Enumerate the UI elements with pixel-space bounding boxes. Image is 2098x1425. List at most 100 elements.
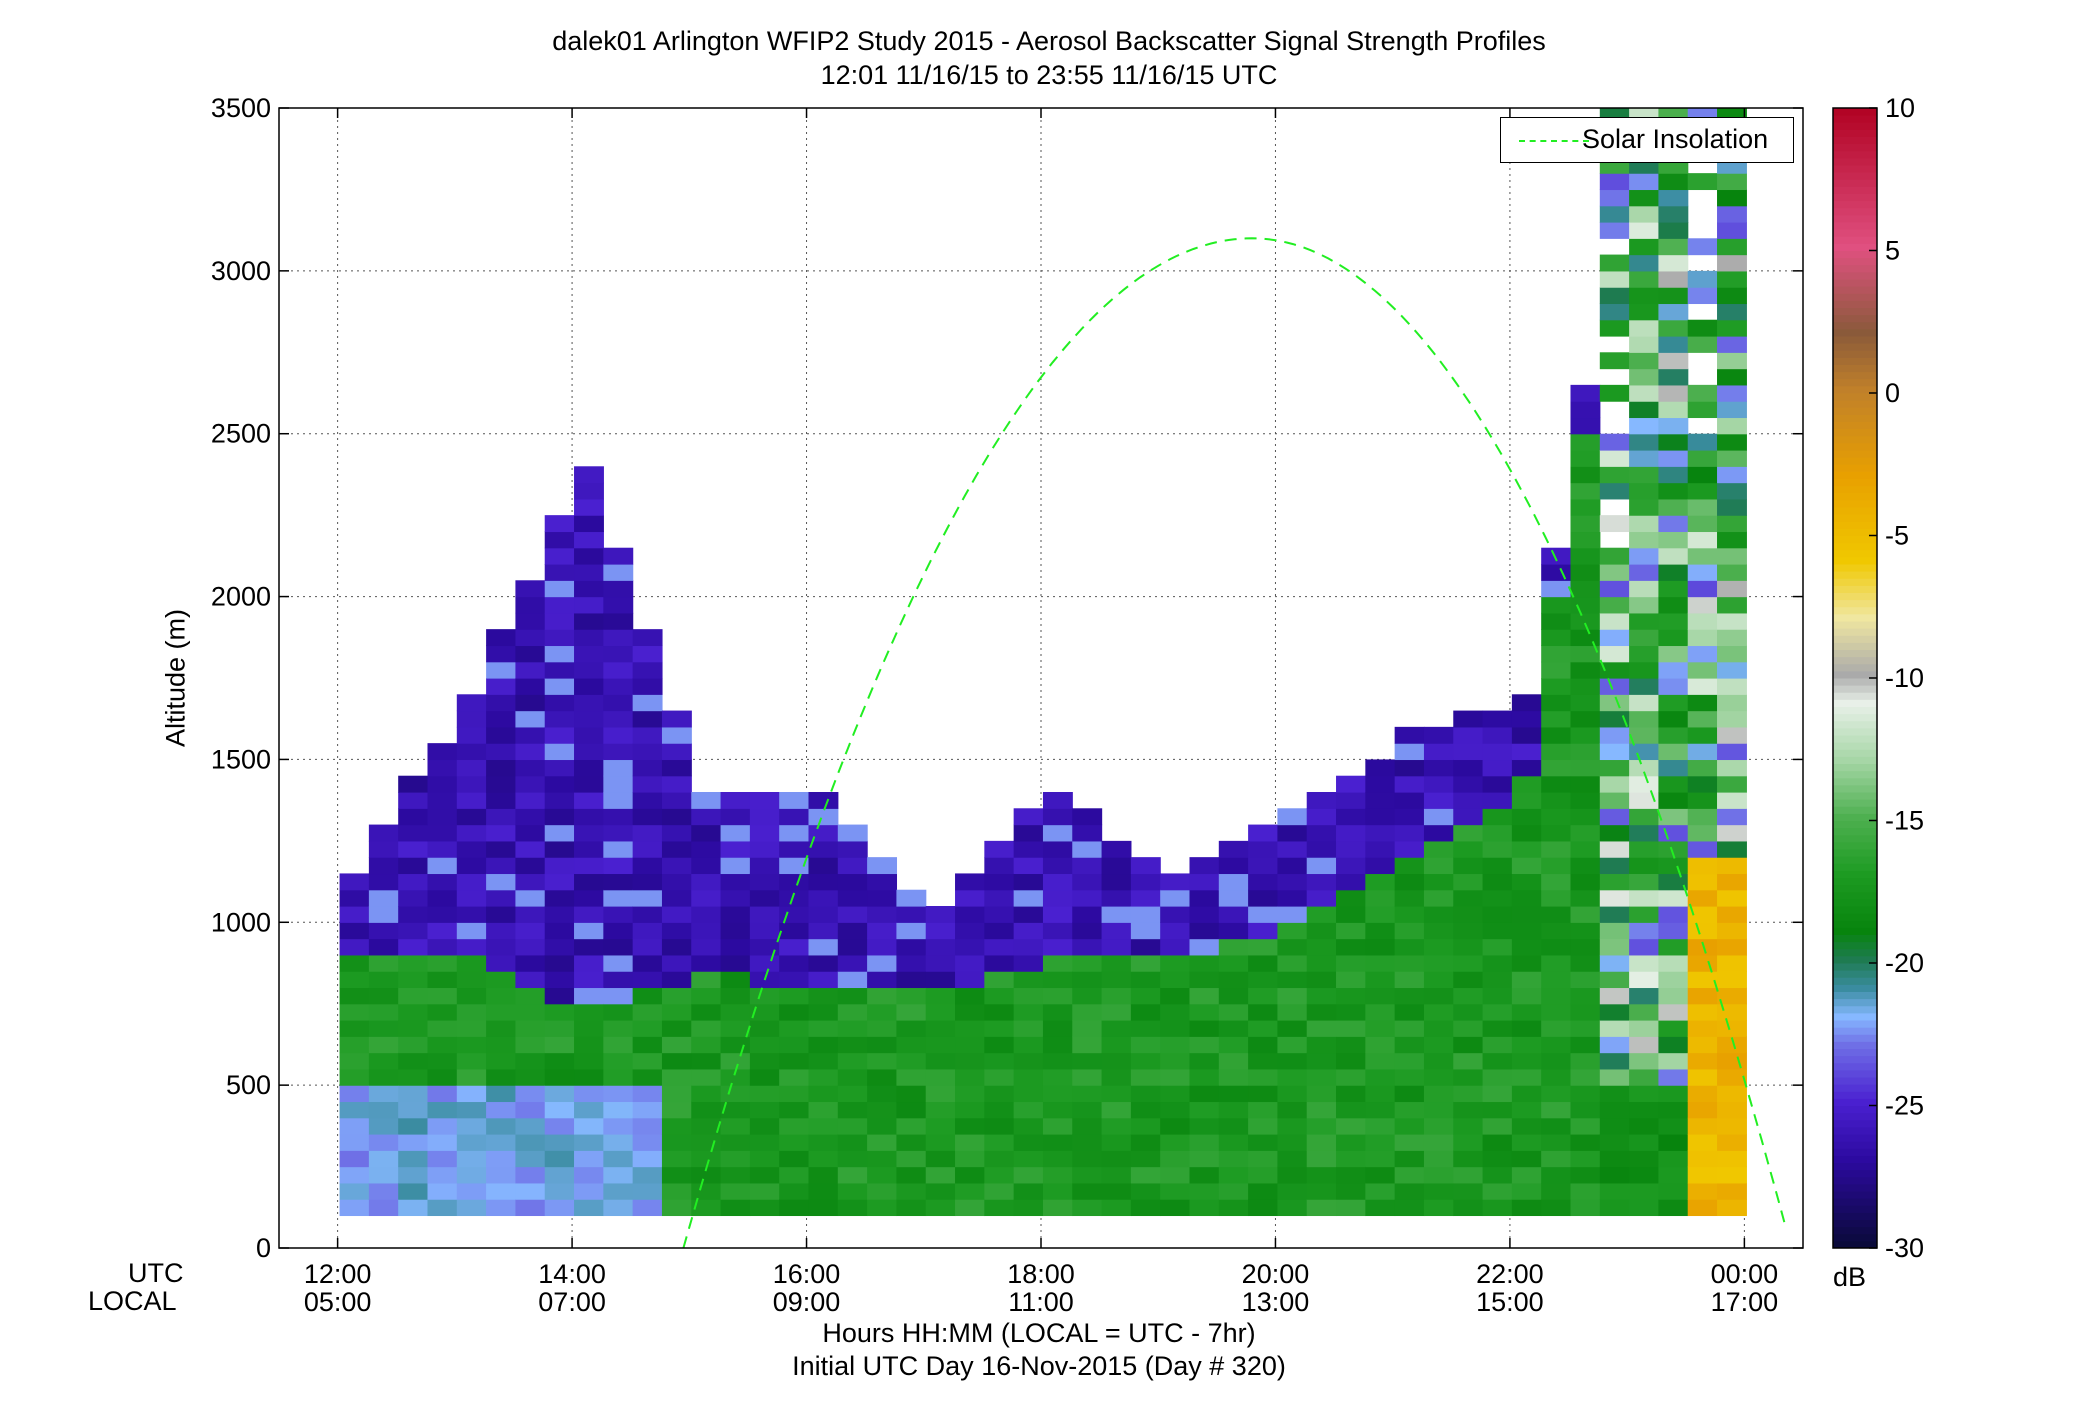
heatmap-cell [1717,743,1747,761]
heatmap-cell [1394,1150,1425,1168]
colorbar-swatch [1833,585,1877,593]
heatmap-cell [1629,971,1660,989]
heatmap-cell [1629,694,1660,712]
heatmap-cell [603,775,634,793]
heatmap-cell [1013,1117,1044,1135]
heatmap-cell [339,1052,370,1070]
heatmap-cell [1629,710,1660,728]
heatmap-cell [1687,596,1718,614]
heatmap-cell [1482,906,1513,923]
heatmap-cell [1511,1003,1542,1021]
heatmap-cell [1453,889,1484,907]
colorbar-swatch [1833,115,1877,123]
heatmap-cell [720,1199,751,1217]
heatmap-cell [1629,303,1660,321]
colorbar-swatch [1833,1034,1877,1042]
heatmap-cell [1423,1166,1454,1184]
heatmap-cell [925,1199,956,1217]
heatmap-cell [1160,1182,1191,1200]
heatmap-cell [661,971,692,989]
heatmap-cell [456,954,487,972]
heatmap-cell [1629,1150,1660,1168]
colorbar-swatch [1833,1098,1877,1106]
heatmap-cell [1277,824,1308,842]
heatmap-cell [1687,547,1718,565]
heatmap-cell [808,1085,839,1103]
heatmap-cell [1717,775,1747,793]
heatmap-cell [632,987,663,1005]
heatmap-cell [1248,938,1279,956]
heatmap-cell [486,694,517,712]
heatmap-cell [1717,303,1747,321]
colorbar-swatch [1833,713,1877,722]
heatmap-cell [486,1068,517,1086]
colorbar-swatch [1833,393,1877,401]
heatmap-cell [837,889,868,907]
heatmap-cell [1629,922,1660,940]
heatmap-cell [1658,661,1689,679]
heatmap-cell [1717,629,1747,647]
heatmap-cell [486,1166,517,1184]
heatmap-cell [603,547,634,565]
heatmap-cell [1658,1052,1689,1070]
heatmap-cell [574,792,604,809]
heatmap-cell [1658,971,1689,989]
heatmap-cell [1394,840,1425,858]
heatmap-cell [1629,515,1660,533]
heatmap-cell [1599,1134,1630,1151]
heatmap-cell [1658,173,1689,191]
heatmap-cell [1072,840,1103,858]
heatmap-cell [1687,938,1718,956]
heatmap-cell [1218,1003,1249,1021]
heatmap-cell [984,938,1015,956]
colorbar-swatch [1833,257,1877,266]
heatmap-cell [515,759,546,777]
colorbar-swatch [1833,963,1877,971]
heatmap-cell [1042,1117,1073,1135]
heatmap-cell [661,857,692,875]
heatmap-cell [1365,938,1396,956]
heatmap-cell [427,922,458,940]
heatmap-cell [398,775,429,793]
heatmap-cell [368,1101,399,1119]
heatmap-cell [984,1199,1015,1217]
heatmap-cell [1717,873,1747,891]
heatmap-cell [1189,1020,1220,1037]
heatmap-cell [1218,1199,1249,1217]
heatmap-cell [456,1166,487,1184]
heatmap-cell [1453,987,1484,1005]
heatmap-cell [749,1101,780,1119]
heatmap-cell [1717,450,1747,467]
heatmap-cell [456,726,487,744]
heatmap-cell [779,1036,810,1054]
heatmap-cell [603,873,634,891]
heatmap-cell [691,922,722,940]
heatmap-cell [1658,352,1689,370]
heatmap-cell [456,792,487,809]
heatmap-cell [1511,954,1542,972]
heatmap-cell [1717,1068,1747,1086]
heatmap-cell [1365,1085,1396,1103]
heatmap-cell [955,906,985,923]
heatmap-cell [896,1150,927,1168]
heatmap-cell [1570,775,1601,793]
heatmap-cell [1687,319,1718,337]
heatmap-cell [1511,694,1542,712]
heatmap-cell [661,1068,692,1086]
x-axis-sublabel: Initial UTC Day 16-Nov-2015 (Day # 320) [792,1351,1286,1381]
heatmap-cell [339,1068,370,1086]
heatmap-cell [1453,840,1484,858]
heatmap-cell [1570,759,1601,777]
heatmap-cell [1717,466,1747,484]
heatmap-cell [1599,938,1630,956]
heatmap-cell [1629,482,1660,500]
heatmap-cell [779,938,810,956]
heatmap-cell [544,1068,575,1086]
heatmap-cell [515,857,546,875]
heatmap-cell [1218,1166,1249,1184]
heatmap-cell [1717,287,1747,305]
heatmap-cell [544,857,575,875]
heatmap-cell [544,612,575,630]
heatmap-cell [1336,1085,1366,1103]
heatmap-cell [867,1134,898,1151]
